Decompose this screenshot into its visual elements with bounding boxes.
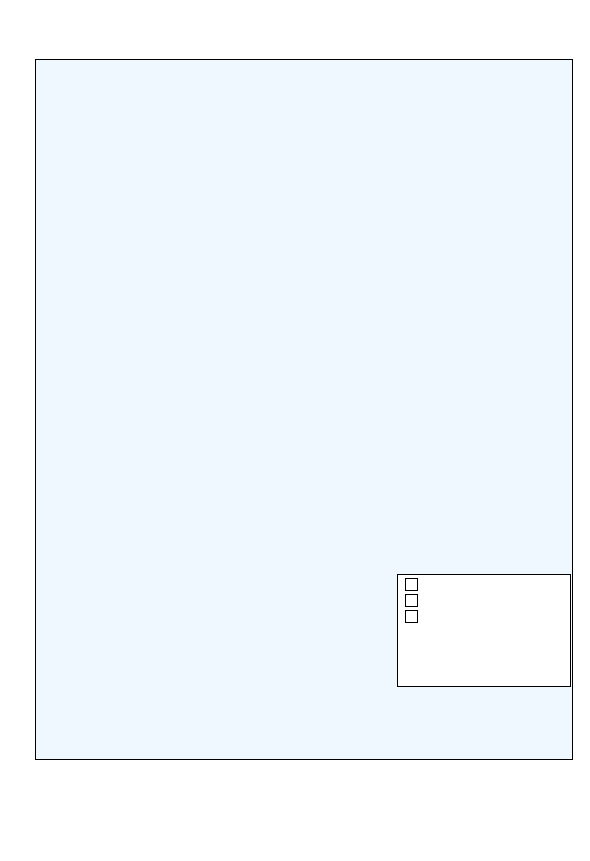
key-row-near	[405, 594, 570, 607]
key-row-above	[405, 578, 570, 591]
key-letter-a	[405, 578, 418, 591]
key-row-below	[405, 610, 570, 623]
key-letter-n	[405, 594, 418, 607]
key-letter-b	[405, 610, 418, 623]
map-key	[397, 574, 571, 687]
